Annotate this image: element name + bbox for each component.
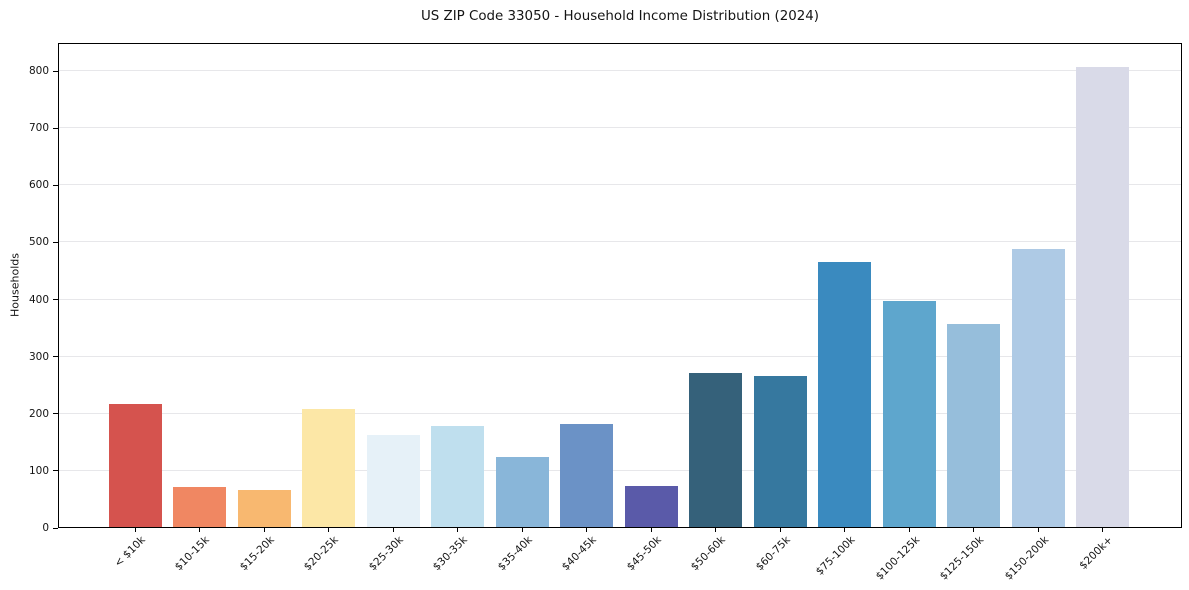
y-tick-label-500: 500 xyxy=(28,236,49,249)
y-tick-0 xyxy=(53,527,58,529)
x-tick-label-4: $25-30k xyxy=(366,534,406,574)
y-tick-600 xyxy=(53,184,58,186)
x-tick-label-2: $15-20k xyxy=(237,534,277,574)
y-tick-500 xyxy=(53,241,58,243)
y-tick-200 xyxy=(53,413,58,415)
bar-10 xyxy=(753,376,807,527)
bar-5 xyxy=(431,425,485,527)
x-tick-label-12: $100-125k xyxy=(873,534,922,583)
bar-11 xyxy=(818,261,872,527)
y-tick-800 xyxy=(53,70,58,72)
x-tick-2 xyxy=(263,528,265,532)
gridline-100 xyxy=(59,469,1181,471)
y-tick-300 xyxy=(53,356,58,358)
plot-area xyxy=(58,43,1182,528)
bar-7 xyxy=(560,423,614,527)
y-tick-label-200: 200 xyxy=(28,407,49,420)
x-tick-label-14: $150-200k xyxy=(1002,534,1051,583)
x-tick-6 xyxy=(521,528,523,532)
x-tick-3 xyxy=(328,528,330,532)
gridline-400 xyxy=(59,298,1181,300)
y-tick-label-100: 100 xyxy=(28,464,49,477)
x-tick-label-15: $200k+ xyxy=(1077,534,1116,572)
x-tick-13 xyxy=(973,528,975,532)
chart-title: US ZIP Code 33050 - Household Income Dis… xyxy=(420,9,820,24)
y-axis-label: Households xyxy=(8,253,22,317)
x-tick-label-11: $75-100k xyxy=(813,534,858,578)
bar-14 xyxy=(1011,248,1065,527)
x-tick-4 xyxy=(392,528,394,532)
bar-13 xyxy=(947,324,1001,527)
y-tick-label-400: 400 xyxy=(28,293,49,306)
y-tick-label-300: 300 xyxy=(28,350,49,363)
x-tick-9 xyxy=(715,528,717,532)
x-tick-label-1: $10-15k xyxy=(172,534,213,574)
gridline-600 xyxy=(59,184,1181,186)
bar-2 xyxy=(237,489,291,527)
gridline-500 xyxy=(59,241,1181,243)
y-tick-700 xyxy=(53,127,58,129)
x-tick-7 xyxy=(586,528,588,532)
bar-8 xyxy=(624,485,678,527)
y-tick-label-0: 0 xyxy=(42,522,49,534)
y-tick-100 xyxy=(53,470,58,472)
y-tick-label-800: 800 xyxy=(28,65,49,78)
gridline-300 xyxy=(59,355,1181,357)
bar-1 xyxy=(173,487,227,527)
x-tick-8 xyxy=(650,528,652,532)
gridline-800 xyxy=(59,70,1181,72)
x-tick-12 xyxy=(908,528,910,532)
x-tick-10 xyxy=(779,528,781,532)
bar-6 xyxy=(495,457,549,527)
gridline-200 xyxy=(59,412,1181,414)
x-tick-label-6: $35-40k xyxy=(495,534,535,574)
y-tick-label-600: 600 xyxy=(28,179,49,192)
x-tick-label-13: $125-150k xyxy=(937,534,987,583)
x-tick-1 xyxy=(199,528,201,532)
x-tick-11 xyxy=(844,528,846,532)
x-tick-15 xyxy=(1102,528,1104,532)
bar-0 xyxy=(108,404,162,527)
x-tick-label-5: $30-35k xyxy=(431,534,471,574)
gridline-700 xyxy=(59,127,1181,129)
bar-9 xyxy=(689,372,743,527)
bar-12 xyxy=(882,300,936,527)
x-tick-5 xyxy=(457,528,459,532)
bar-15 xyxy=(1076,67,1130,527)
x-tick-label-3: $20-25k xyxy=(301,534,342,574)
x-tick-label-0: < $10k xyxy=(111,534,148,570)
y-tick-label-700: 700 xyxy=(28,122,49,135)
x-tick-label-9: $50-60k xyxy=(689,534,729,574)
x-tick-label-8: $45-50k xyxy=(624,534,664,574)
bar-3 xyxy=(302,409,356,527)
x-tick-14 xyxy=(1037,528,1039,532)
x-tick-0 xyxy=(134,528,136,532)
bar-4 xyxy=(366,435,420,527)
x-tick-label-7: $40-45k xyxy=(560,534,600,574)
x-tick-label-10: $60-75k xyxy=(753,534,793,574)
y-tick-400 xyxy=(53,299,58,301)
